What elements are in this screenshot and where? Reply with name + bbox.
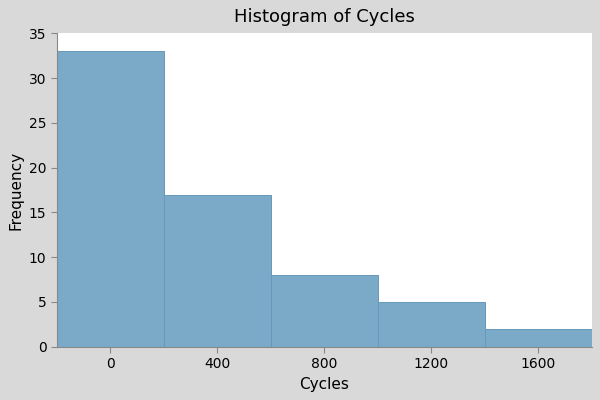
Bar	[378, 302, 485, 347]
Title: Histogram of Cycles: Histogram of Cycles	[234, 8, 415, 26]
Y-axis label: Frequency: Frequency	[8, 150, 23, 230]
Bar	[164, 194, 271, 347]
Bar	[271, 275, 378, 347]
Bar	[485, 329, 592, 347]
X-axis label: Cycles: Cycles	[299, 377, 349, 392]
Bar	[57, 51, 164, 347]
